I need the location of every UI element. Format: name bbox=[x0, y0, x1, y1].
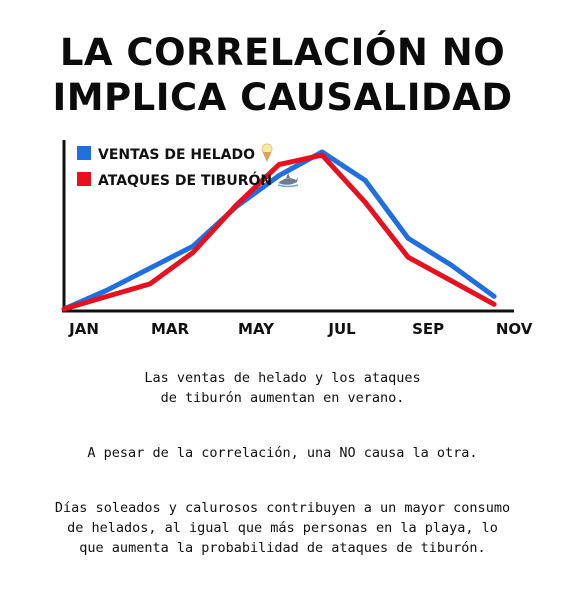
x-tick-label: NOV bbox=[496, 320, 533, 338]
x-tick-label: JUL bbox=[327, 320, 356, 338]
caption-correlation-line-1: A pesar de la correlación, una NO causa … bbox=[87, 445, 478, 461]
shark-icon bbox=[277, 173, 299, 188]
title-line-1: LA CORRELACIÓN NO bbox=[59, 31, 506, 74]
caption-explanation-line-3: que aumenta la probabilidad de ataques d… bbox=[79, 540, 486, 556]
x-tick-label: MAR bbox=[151, 320, 190, 338]
x-tick-label: MAY bbox=[238, 320, 275, 338]
caption-summary: Las ventas de helado y los ataques de ti… bbox=[0, 368, 565, 408]
caption-summary-line-2: de tiburón aumentan en verano. bbox=[160, 390, 405, 406]
x-tick-label: SEP bbox=[412, 320, 444, 338]
series-layer bbox=[61, 149, 497, 312]
caption-correlation: A pesar de la correlación, una NO causa … bbox=[0, 443, 565, 463]
caption-summary-line-1: Las ventas de helado y los ataques bbox=[144, 370, 421, 386]
line-chart: JAN MAR MAY JUL SEP NOV VENTAS DE HELADO ATAQU… bbox=[61, 140, 533, 338]
series-line-1 bbox=[61, 152, 497, 312]
x-tick-labels: JAN MAR MAY JUL SEP NOV bbox=[68, 320, 533, 338]
caption-explanation-line-1: Días soleados y calurosos contribuyen a … bbox=[54, 500, 511, 516]
legend-swatch-1 bbox=[77, 172, 91, 186]
legend-label-1: ATAQUES DE TIBURÓN bbox=[98, 171, 272, 189]
ice-cream-icon bbox=[261, 143, 273, 162]
chart-title: LA CORRELACIÓN NO IMPLICA CAUSALIDAD bbox=[0, 30, 565, 120]
legend-swatch-0 bbox=[77, 146, 91, 160]
legend: VENTAS DE HELADO ATAQUES DE TIBURÓN bbox=[77, 143, 299, 189]
caption-explanation: Días soleados y calurosos contribuyen a … bbox=[0, 498, 565, 558]
x-tick-label: JAN bbox=[68, 320, 99, 338]
series-line-0 bbox=[61, 149, 497, 312]
title-line-2: IMPLICA CAUSALIDAD bbox=[52, 76, 513, 119]
caption-explanation-line-2: de helados, al igual que más personas en… bbox=[67, 520, 498, 536]
legend-label-0: VENTAS DE HELADO bbox=[98, 147, 255, 163]
